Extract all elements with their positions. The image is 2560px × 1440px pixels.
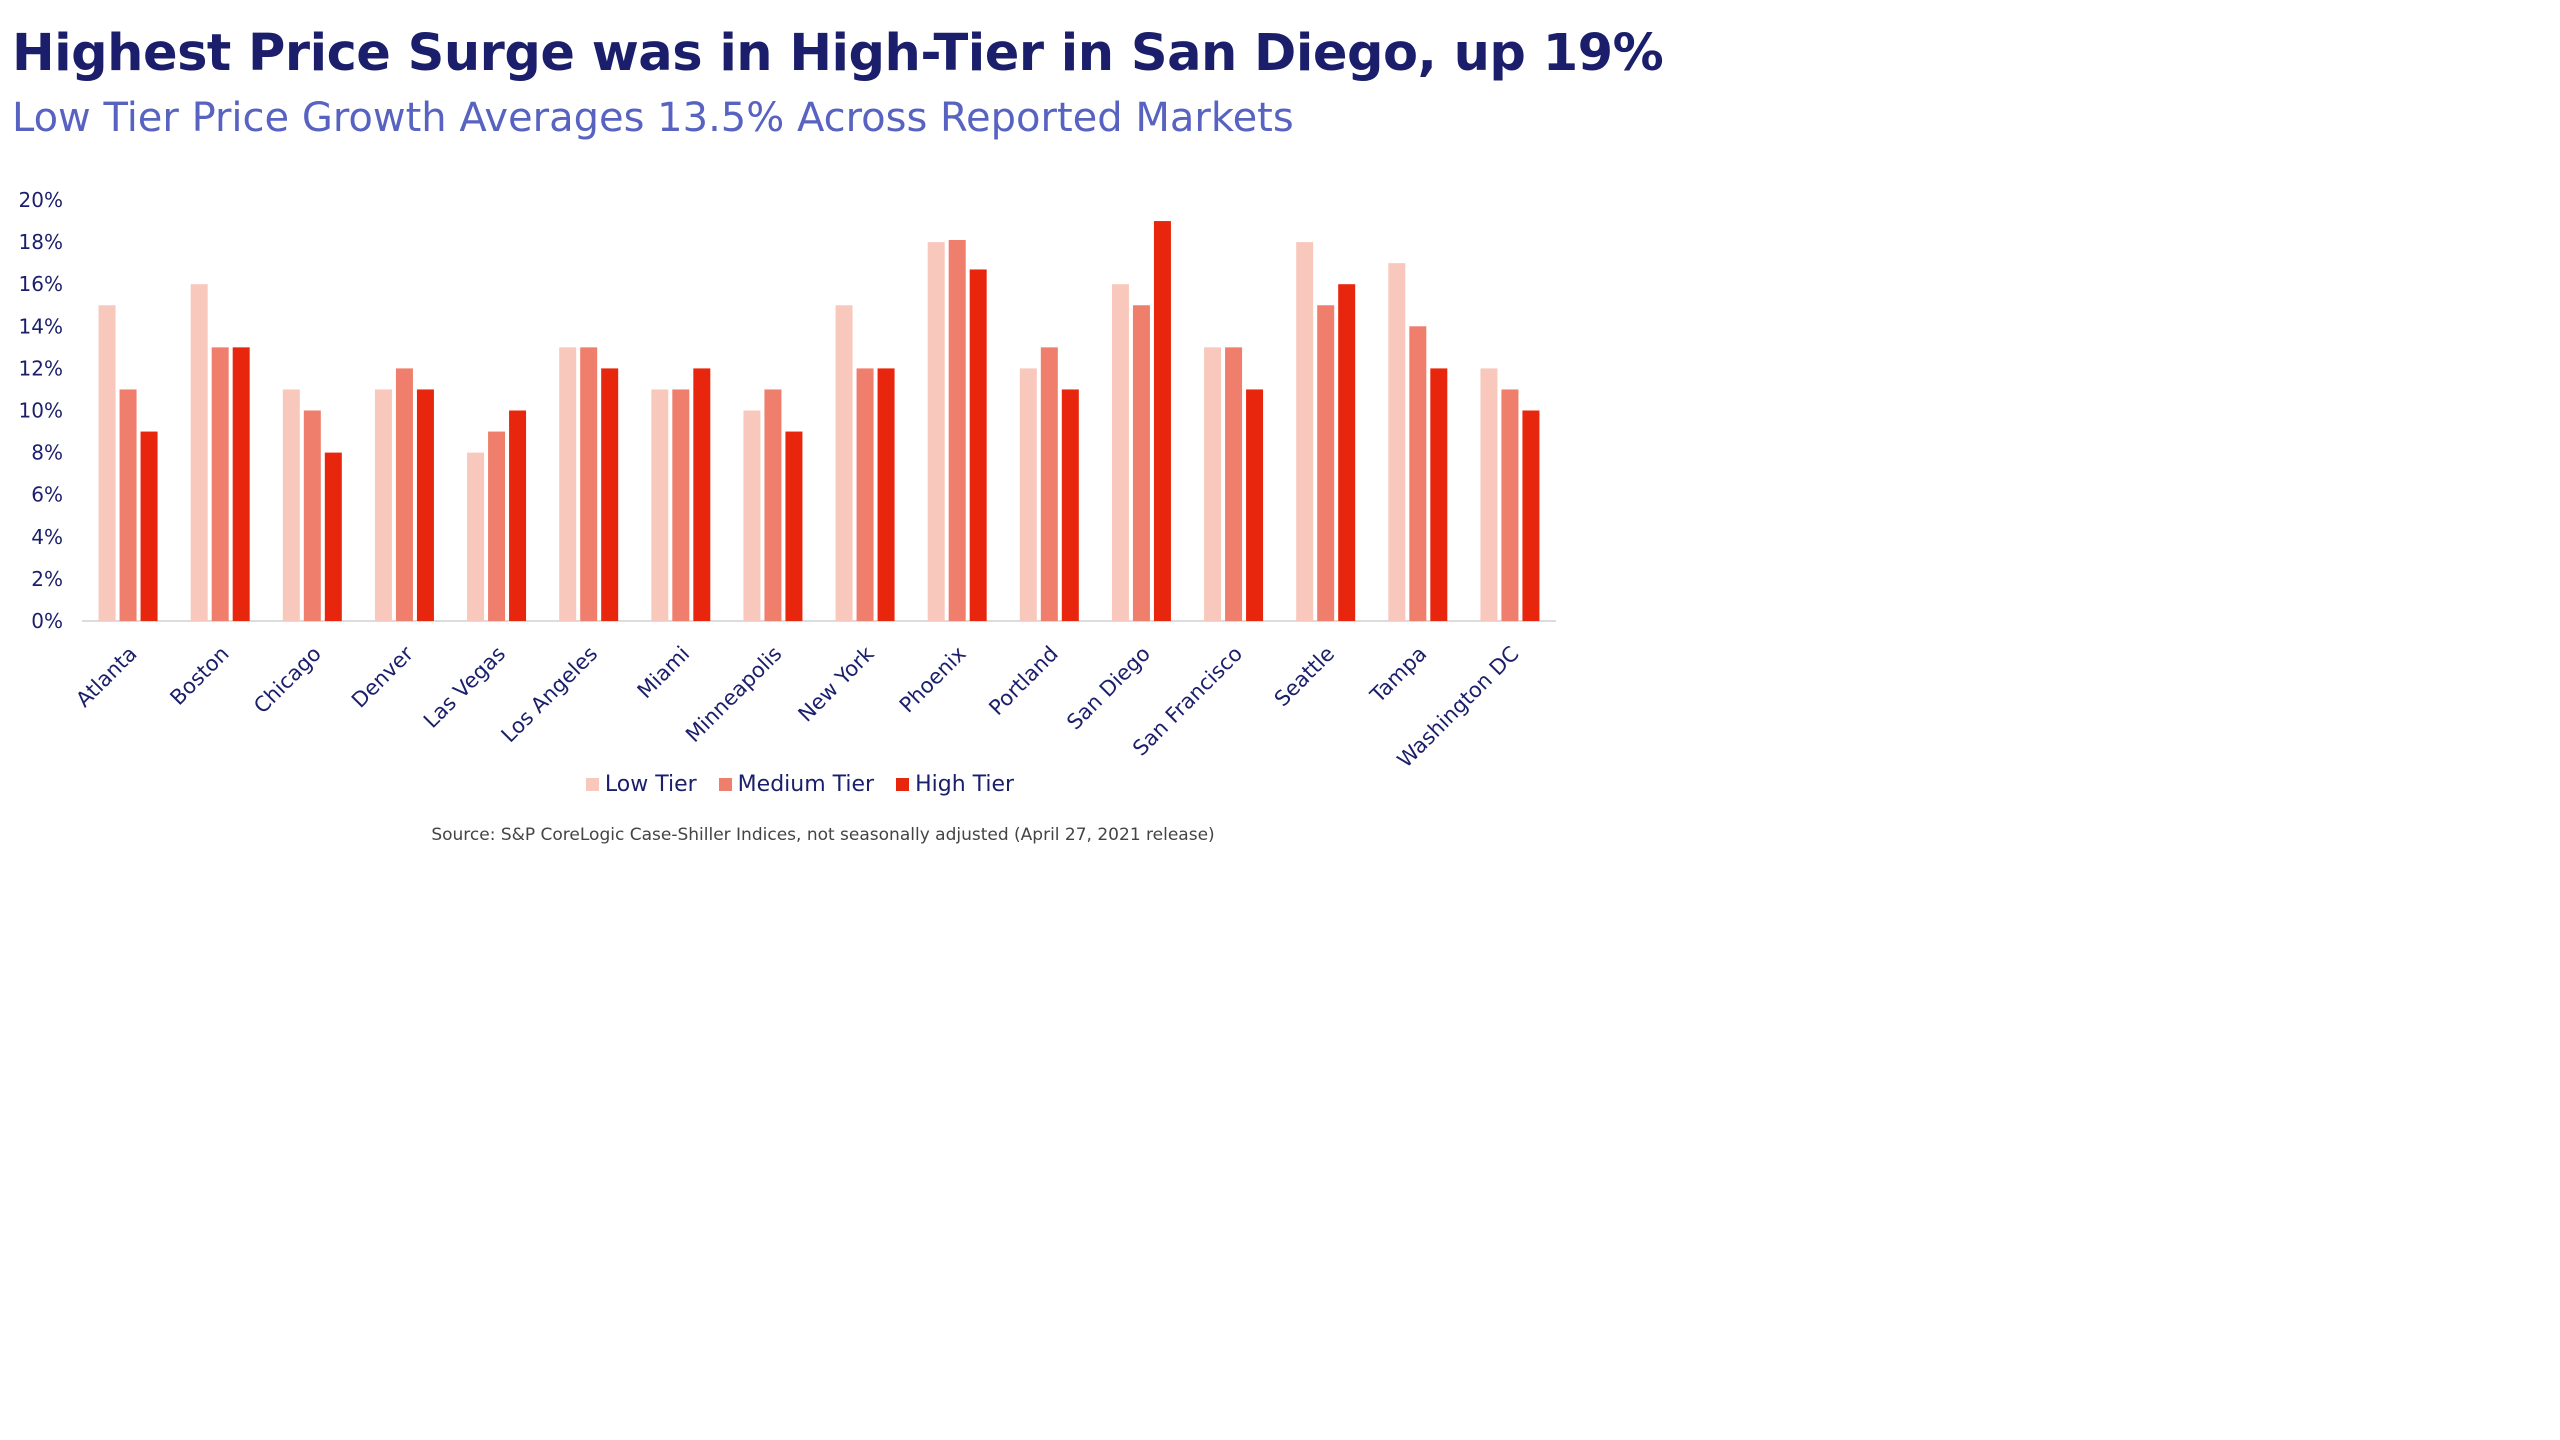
legend-swatch-medium-tier <box>718 778 732 791</box>
x-category-label: Tampa <box>1365 642 1431 708</box>
x-category-label: Portland <box>984 642 1062 720</box>
legend: Low Tier Medium Tier High Tier <box>0 772 1600 797</box>
bar-high-tier <box>1338 284 1356 621</box>
chart-subtitle: Low Tier Price Growth Averages 13.5% Acr… <box>12 95 1294 141</box>
x-category-label: Denver <box>347 641 418 712</box>
source-note: Source: S&P CoreLogic Case-Shiller Indic… <box>431 825 1215 845</box>
bar-medium-tier <box>1409 326 1427 621</box>
chart-title: Highest Price Surge was in High-Tier in … <box>12 24 1664 83</box>
bar-high-tier <box>785 431 803 621</box>
bar-medium-tier <box>488 431 506 621</box>
bar-low-tier <box>651 389 669 621</box>
x-category-label: Las Vegas <box>419 642 510 733</box>
y-tick-label: 4% <box>31 525 63 549</box>
bar-medium-tier <box>856 368 874 621</box>
bar-high-tier <box>601 368 619 621</box>
bar-high-tier <box>693 368 711 621</box>
y-tick-label: 18% <box>19 230 63 254</box>
bar-low-tier <box>467 452 485 621</box>
y-tick-label: 10% <box>19 399 63 423</box>
legend-item-medium-tier: Medium Tier <box>718 772 875 797</box>
bar-medium-tier <box>1040 347 1058 621</box>
legend-swatch-high-tier <box>896 778 910 791</box>
x-category-label: Boston <box>165 642 233 710</box>
x-category-label: Miami <box>633 642 695 704</box>
bar-medium-tier <box>1132 305 1150 621</box>
legend-item-low-tier: Low Tier <box>585 772 697 797</box>
x-category-label: New York <box>794 641 880 727</box>
bar-medium-tier <box>580 347 598 621</box>
bar-high-tier <box>1246 389 1264 621</box>
bar-medium-tier <box>119 389 137 621</box>
y-tick-label: 6% <box>31 483 63 507</box>
legend-item-high-tier: High Tier <box>896 772 1014 797</box>
bar-high-tier <box>416 389 434 621</box>
bar-medium-tier <box>1317 305 1335 621</box>
bar-high-tier <box>1522 410 1540 621</box>
bar-medium-tier <box>395 368 413 621</box>
bar-medium-tier <box>948 239 966 621</box>
bar-medium-tier <box>1501 389 1519 621</box>
bar-low-tier <box>374 389 392 621</box>
bar-medium-tier <box>303 410 321 621</box>
x-category-label: Minneapolis <box>681 642 786 747</box>
bar-low-tier <box>1204 347 1222 621</box>
legend-swatch-low-tier <box>585 778 599 791</box>
legend-label-low-tier: Low Tier <box>604 772 697 797</box>
bar-low-tier <box>1388 263 1406 621</box>
x-category-label: Los Angeles <box>497 642 603 748</box>
bar-low-tier <box>1296 242 1314 621</box>
bar-low-tier <box>559 347 577 621</box>
legend-label-medium-tier: Medium Tier <box>737 772 875 797</box>
x-category-label: Phoenix <box>895 642 971 718</box>
legend-label-high-tier: High Tier <box>915 772 1015 797</box>
bar-high-tier <box>1061 389 1079 621</box>
bar-high-tier <box>877 368 895 621</box>
bar-low-tier <box>743 410 761 621</box>
bar-low-tier <box>98 305 116 621</box>
x-category-label: Seattle <box>1270 642 1340 712</box>
x-category-label: Chicago <box>249 642 326 719</box>
bar-high-tier <box>232 347 250 621</box>
bar-high-tier <box>1430 368 1448 621</box>
bar-high-tier <box>1153 221 1171 622</box>
y-tick-label: 12% <box>19 356 63 380</box>
bar-low-tier <box>927 242 945 621</box>
bar-high-tier <box>509 410 527 621</box>
y-tick-label: 8% <box>31 441 63 465</box>
bar-low-tier <box>190 284 208 621</box>
y-tick-label: 16% <box>19 272 63 296</box>
y-tick-label: 2% <box>31 567 63 591</box>
bar-low-tier <box>835 305 853 621</box>
y-tick-label: 20% <box>19 188 63 212</box>
bar-medium-tier <box>672 389 690 621</box>
x-category-label: Atlanta <box>71 642 141 712</box>
bar-low-tier <box>1111 284 1129 621</box>
bar-chart: 0% 2% 4% 6% 8% 10% 12% 14% 16% 18% 20% Atlanta Bosto… <box>19 188 1556 772</box>
bar-low-tier <box>1480 368 1498 621</box>
bar-medium-tier <box>1225 347 1243 621</box>
bar-low-tier <box>282 389 300 621</box>
y-tick-label: 14% <box>19 314 63 338</box>
bar-high-tier <box>969 269 987 621</box>
y-tick-label: 0% <box>31 609 63 633</box>
bar-medium-tier <box>764 389 782 621</box>
bar-low-tier <box>1019 368 1037 621</box>
bar-medium-tier <box>211 347 229 621</box>
bar-high-tier <box>324 452 342 621</box>
x-category-label: San Diego <box>1062 642 1155 735</box>
bar-high-tier <box>140 431 158 621</box>
